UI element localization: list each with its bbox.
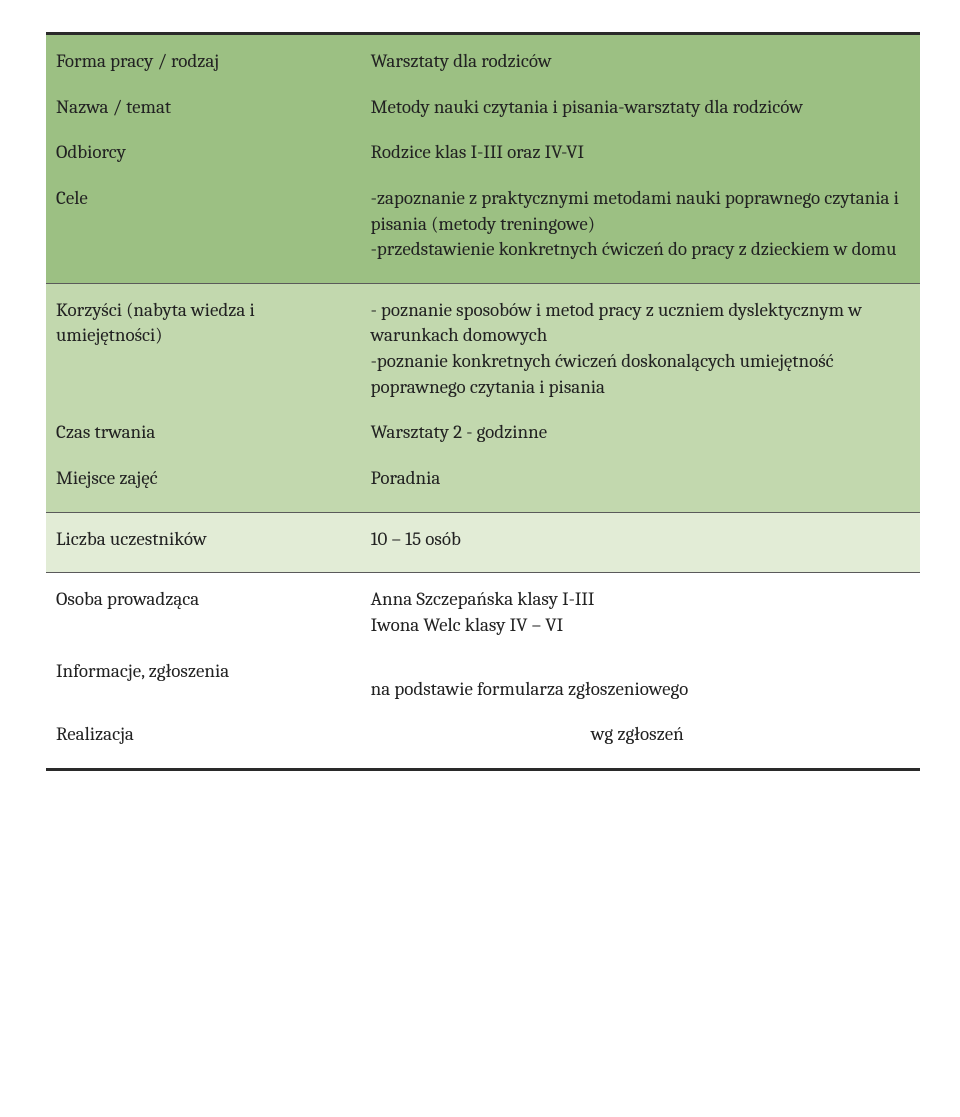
- label-osoba: Osoba prowadząca: [46, 573, 361, 648]
- value-cele: -zapoznanie z praktycznymi metodami nauk…: [361, 176, 920, 283]
- label-forma: Forma pracy / rodzaj: [46, 35, 361, 85]
- table-row: Korzyści (nabyta wiedza i umiejętności) …: [46, 284, 920, 411]
- label-nazwa: Nazwa / temat: [46, 85, 361, 131]
- value-miejsce: Poradnia: [361, 456, 920, 512]
- table-row: Informacje, zgłoszenia na podstawie form…: [46, 649, 920, 713]
- info-table: Forma pracy / rodzaj Warsztaty dla rodzi…: [46, 35, 920, 768]
- table-row: Osoba prowadząca Anna Szczepańska klasy …: [46, 573, 920, 648]
- label-odbiorcy: Odbiorcy: [46, 130, 361, 176]
- label-informacje: Informacje, zgłoszenia: [46, 649, 361, 713]
- label-miejsce: Miejsce zajęć: [46, 456, 361, 512]
- label-korzysci: Korzyści (nabyta wiedza i umiejętności): [46, 284, 361, 411]
- label-czas: Czas trwania: [46, 410, 361, 456]
- label-realizacja: Realizacja: [46, 712, 361, 768]
- value-forma: Warsztaty dla rodziców: [361, 35, 920, 85]
- table-row: Realizacja wg zgłoszeń: [46, 712, 920, 768]
- table-row: Liczba uczestników 10 – 15 osób: [46, 513, 920, 573]
- table-row: Cele -zapoznanie z praktycznymi metodami…: [46, 176, 920, 283]
- value-informacje: na podstawie formularza zgłoszeniowego: [361, 649, 920, 713]
- value-liczba: 10 – 15 osób: [361, 513, 920, 573]
- value-odbiorcy: Rodzice klas I-III oraz IV-VI: [361, 130, 920, 176]
- table-row: Forma pracy / rodzaj Warsztaty dla rodzi…: [46, 35, 920, 85]
- value-realizacja: wg zgłoszeń: [361, 712, 920, 768]
- label-cele: Cele: [46, 176, 361, 283]
- table-row: Nazwa / temat Metody nauki czytania i pi…: [46, 85, 920, 131]
- value-korzysci: - poznanie sposobów i metod pracy z uczn…: [361, 284, 920, 411]
- value-osoba: Anna Szczepańska klasy I-III Iwona Welc …: [361, 573, 920, 648]
- value-nazwa: Metody nauki czytania i pisania-warsztat…: [361, 85, 920, 131]
- rule-bottom: [46, 768, 920, 771]
- value-czas: Warsztaty 2 - godzinne: [361, 410, 920, 456]
- table-row: Miejsce zajęć Poradnia: [46, 456, 920, 512]
- label-liczba: Liczba uczestników: [46, 513, 361, 573]
- table-row: Czas trwania Warsztaty 2 - godzinne: [46, 410, 920, 456]
- page: Forma pracy / rodzaj Warsztaty dla rodzi…: [0, 0, 960, 811]
- table-row: Odbiorcy Rodzice klas I-III oraz IV-VI: [46, 130, 920, 176]
